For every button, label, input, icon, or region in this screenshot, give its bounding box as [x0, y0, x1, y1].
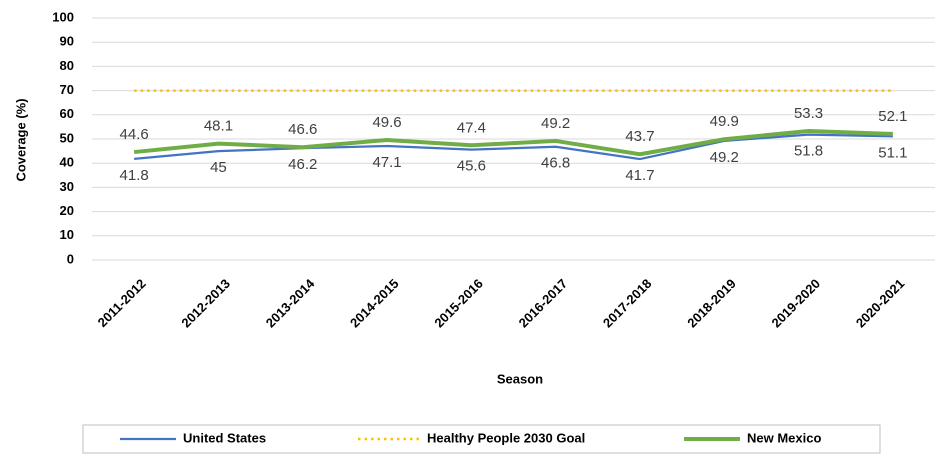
x-tick-label: 2016-2017: [516, 276, 571, 331]
x-tick-label: 2012-2013: [178, 276, 233, 331]
x-tick-label: 2020-2021: [853, 276, 908, 331]
data-label: 52.1: [878, 108, 907, 125]
x-tick-label: 2015-2016: [431, 276, 486, 331]
y-tick-label: 50: [60, 130, 74, 145]
y-tick-label: 90: [60, 34, 74, 49]
data-label: 47.1: [372, 154, 401, 171]
data-label: 49.2: [710, 149, 739, 166]
y-tick-label: 40: [60, 155, 74, 170]
x-tick-label: 2018-2019: [684, 276, 739, 331]
series-line: [133, 129, 893, 157]
data-label: 44.6: [120, 126, 149, 143]
series-line: [134, 133, 893, 161]
y-tick-label: 100: [52, 9, 74, 24]
x-tick-label: 2017-2018: [600, 276, 655, 331]
data-label: 41.7: [625, 167, 654, 184]
data-label: 45: [210, 159, 227, 176]
x-tick-label: 2014-2015: [347, 276, 402, 331]
y-tick-label: 10: [60, 227, 74, 242]
data-label: 46.8: [541, 155, 570, 172]
data-label: 47.4: [457, 119, 486, 136]
data-label: 53.3: [794, 105, 823, 122]
data-label: 49.6: [372, 114, 401, 131]
data-label: 51.1: [878, 144, 907, 161]
x-axis-title: Season: [497, 371, 543, 386]
data-label: 45.6: [457, 158, 486, 175]
legend-box: [82, 424, 881, 454]
data-label: 41.8: [120, 167, 149, 184]
x-tick-label: 2019-2020: [769, 276, 824, 331]
y-tick-label: 80: [60, 58, 74, 73]
data-label: 46.6: [288, 121, 317, 138]
data-label: 49.2: [541, 115, 570, 132]
y-tick-label: 20: [60, 203, 74, 218]
legend-label: Healthy People 2030 Goal: [427, 430, 585, 445]
legend-label: New Mexico: [747, 430, 821, 445]
data-label: 49.9: [710, 113, 739, 130]
x-tick-label: 2011-2012: [95, 276, 149, 330]
data-label: 46.2: [288, 156, 317, 173]
x-tick-label: 2013-2014: [263, 275, 318, 330]
y-tick-label: 60: [60, 106, 74, 121]
y-tick-label: 70: [60, 82, 74, 97]
y-axis-title: Coverage (%): [13, 98, 28, 181]
data-label: 48.1: [204, 118, 233, 135]
data-label: 43.7: [625, 128, 654, 145]
y-tick-label: 0: [67, 251, 74, 266]
data-label: 51.8: [794, 143, 823, 160]
legend-label: United States: [183, 430, 266, 445]
y-tick-label: 30: [60, 179, 74, 194]
